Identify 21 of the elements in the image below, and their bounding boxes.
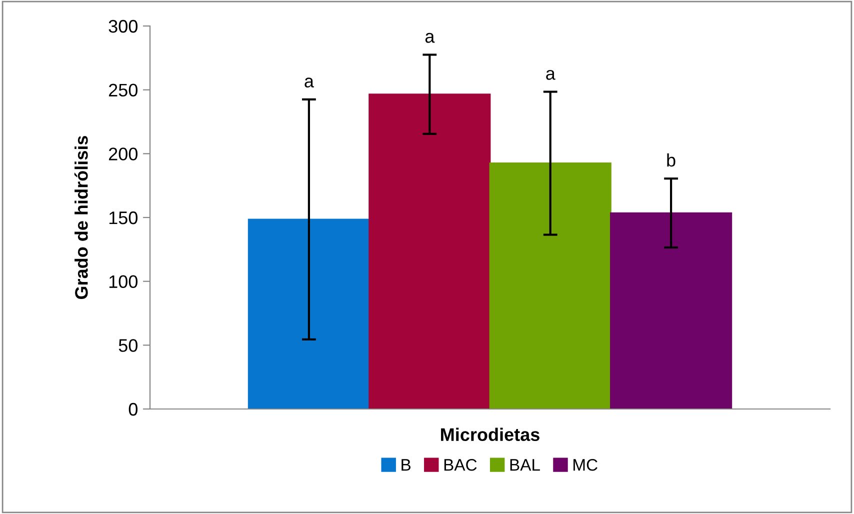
y-tick-label: 300 xyxy=(108,20,138,33)
bar xyxy=(610,212,732,409)
annotation: a xyxy=(546,70,556,80)
y-tick-label: 200 xyxy=(108,148,138,160)
legend-label: BAL xyxy=(510,459,540,471)
annotation: a xyxy=(425,32,435,43)
y-tick-label: 50 xyxy=(118,339,138,352)
y-axis-title: Grado de hidrólisis xyxy=(74,136,88,300)
x-axis-title: Microdietas xyxy=(441,428,540,442)
y-tick-label: 150 xyxy=(109,211,138,224)
legend-label: BAC xyxy=(444,459,477,471)
y-tick-label: 100 xyxy=(109,275,138,288)
legend-label: MC xyxy=(574,459,598,471)
bar xyxy=(368,94,491,409)
y-tick-label: 250 xyxy=(108,84,138,97)
annotation: a xyxy=(304,78,314,88)
y-tick-label: 0 xyxy=(128,402,138,416)
legend-label: B xyxy=(402,459,410,471)
bar xyxy=(489,162,612,409)
annotation: b xyxy=(667,153,676,167)
bar xyxy=(248,218,370,409)
